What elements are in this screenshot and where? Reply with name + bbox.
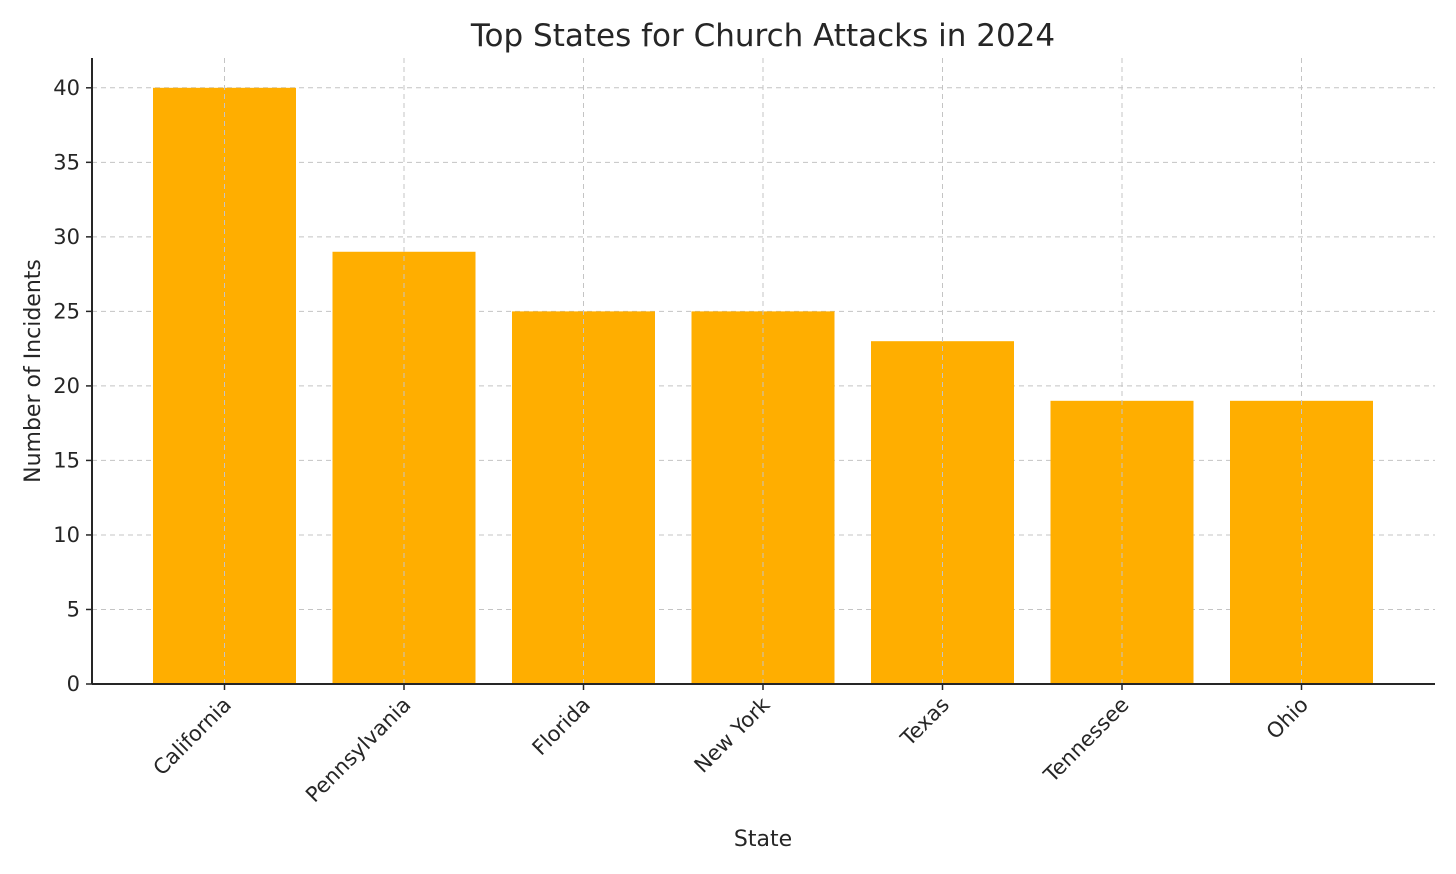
y-tick-label: 15	[53, 448, 80, 472]
y-ticks: 0 5 10 15 20 25 30 35 40	[53, 76, 92, 696]
y-tick-label: 35	[53, 150, 80, 174]
x-tick-label: Ohio	[1262, 693, 1313, 744]
y-axis-label: Number of Incidents	[21, 259, 46, 483]
y-tick-label: 40	[53, 76, 80, 100]
chart-title: Top States for Church Attacks in 2024	[470, 18, 1055, 54]
x-tick-label: Florida	[528, 693, 595, 760]
bar-ohio	[1230, 400, 1373, 684]
x-tick-label: Tennessee	[1038, 693, 1133, 788]
y-tick-label: 10	[53, 523, 80, 547]
x-ticks: California Pennsylvania Florida New York Tex…	[149, 684, 1313, 807]
y-tick-label: 30	[53, 225, 80, 249]
x-tick-label: New York	[690, 692, 776, 778]
y-tick-label: 5	[67, 597, 80, 621]
y-tick-label: 20	[53, 374, 80, 398]
x-axis-label: State	[734, 827, 792, 852]
y-tick-label: 25	[53, 299, 80, 323]
x-tick-label: California	[149, 693, 236, 780]
x-tick-label: Texas	[895, 693, 954, 752]
y-tick-label: 0	[67, 672, 80, 696]
x-tick-label: Pennsylvania	[301, 693, 416, 808]
bar-tennessee	[1050, 400, 1194, 684]
grid	[92, 87, 1435, 610]
